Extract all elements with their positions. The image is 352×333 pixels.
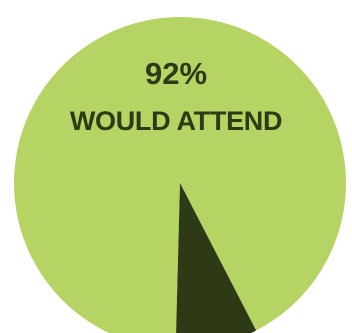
pie-slice-1 bbox=[176, 183, 257, 333]
annotation-value: 92% bbox=[144, 56, 208, 91]
annotation-label: WOULD ATTEND bbox=[69, 106, 283, 136]
pie-slice-0 bbox=[14, 17, 346, 333]
pie-slices bbox=[14, 17, 346, 333]
